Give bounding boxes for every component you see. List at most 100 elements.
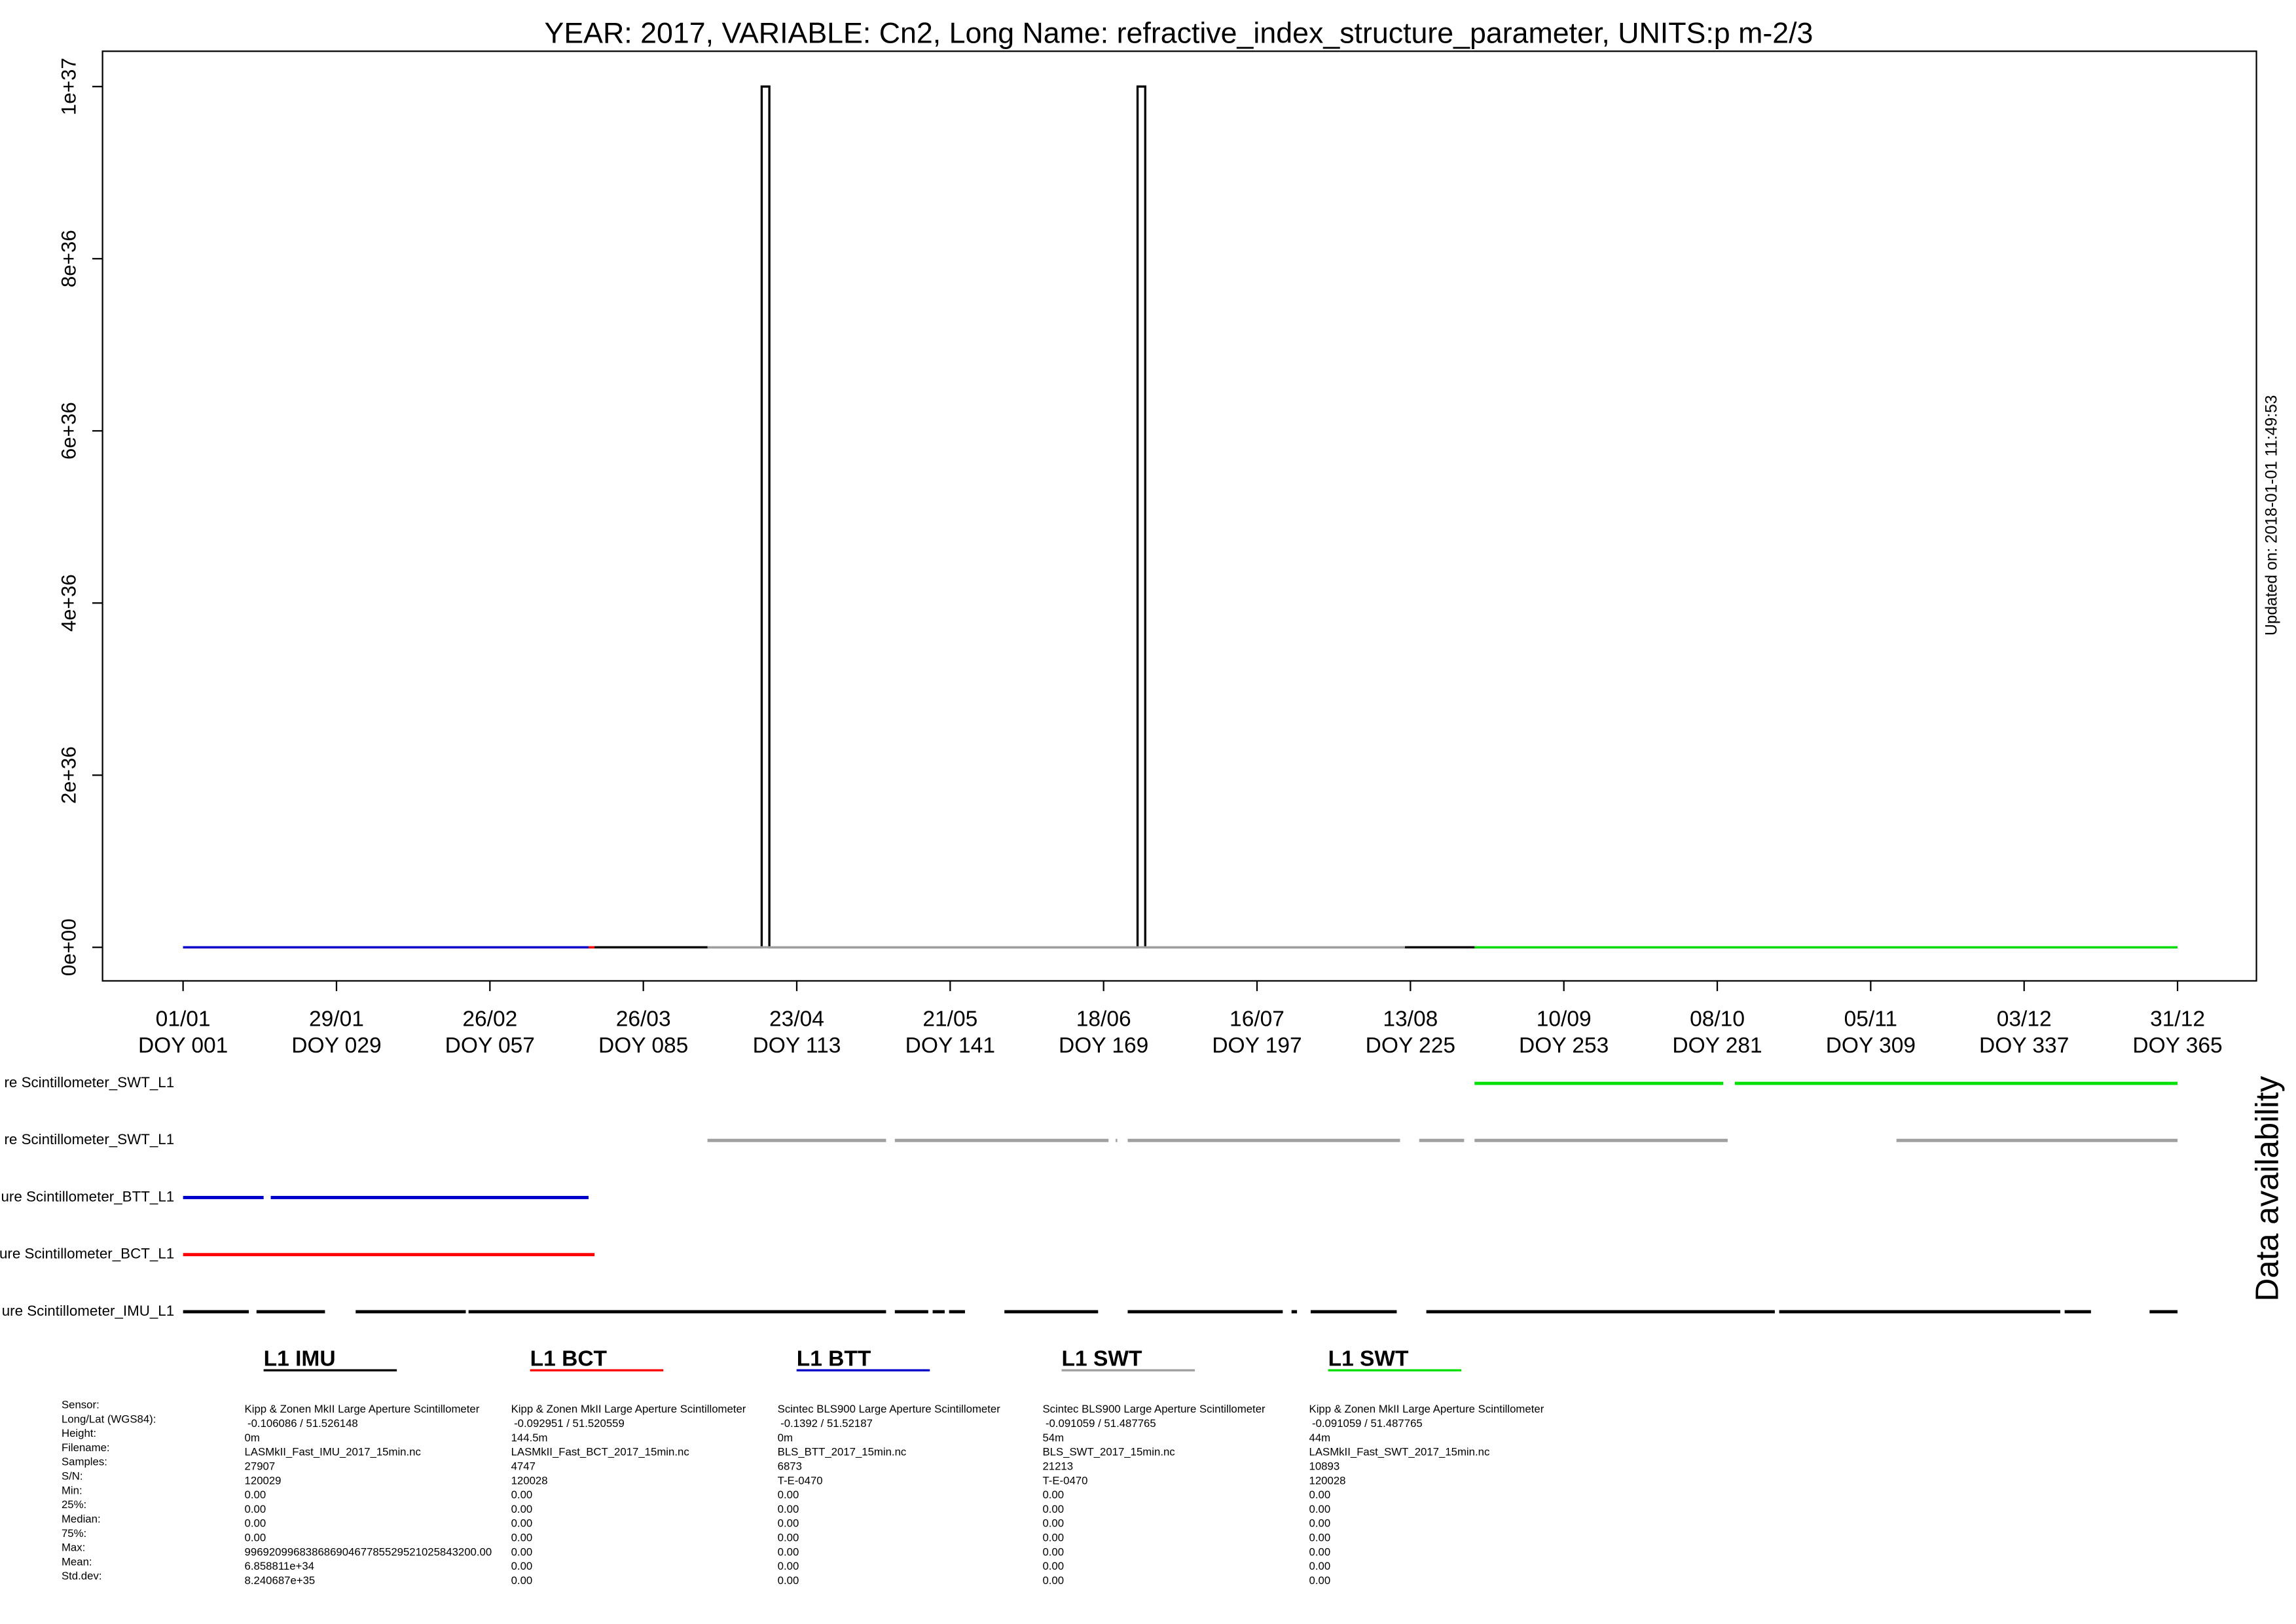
stats-cell: Kipp & Zonen MkII Large Aperture Scintil… xyxy=(511,1403,746,1415)
legend-label: L1 IMU xyxy=(264,1347,336,1371)
x-tick-sublabel: DOY 113 xyxy=(753,1034,841,1058)
stats-cell: 0.00 xyxy=(1309,1545,1331,1558)
x-tick-sublabel: DOY 057 xyxy=(445,1034,535,1058)
stats-cell: 0.00 xyxy=(778,1574,799,1587)
stats-label: Median: xyxy=(62,1513,101,1525)
x-tick-label: 08/10 xyxy=(1690,1007,1745,1032)
stats-label: Std.dev: xyxy=(62,1570,102,1582)
stats-cell: Kipp & Zonen MkII Large Aperture Scintil… xyxy=(1309,1403,1544,1415)
stats-cell: 0.00 xyxy=(1042,1503,1064,1515)
availability-label: ure Scintillometer_IMU_L1 xyxy=(2,1303,174,1319)
stats-cell: 8.240687e+35 xyxy=(245,1574,316,1587)
y-tick-label: 4e+36 xyxy=(58,574,81,632)
x-tick-sublabel: DOY 141 xyxy=(905,1034,995,1058)
stats-cell: 0m xyxy=(245,1432,260,1444)
stats-cell: 99692099683868690467785529521025843200.0… xyxy=(245,1545,492,1558)
stats-cell: LASMkII_Fast_BCT_2017_15min.nc xyxy=(511,1446,689,1458)
stats-cell: 44m xyxy=(1309,1432,1331,1444)
stats-cell: 0.00 xyxy=(245,1517,266,1530)
x-tick-label: 01/01 xyxy=(156,1007,211,1032)
stats-cell: 0.00 xyxy=(778,1545,799,1558)
stats-label: Sensor: xyxy=(62,1399,100,1411)
stats-cell: -0.091059 / 51.487765 xyxy=(1046,1417,1156,1430)
stats-label: 25%: xyxy=(62,1498,86,1511)
stats-cell: 0.00 xyxy=(1042,1560,1064,1572)
x-tick-label: 13/08 xyxy=(1383,1007,1438,1032)
stats-cell: 0.00 xyxy=(511,1503,533,1515)
x-tick-sublabel: DOY 169 xyxy=(1059,1034,1148,1058)
stats-cell: 0.00 xyxy=(1042,1517,1064,1530)
x-tick-sublabel: DOY 225 xyxy=(1366,1034,1455,1058)
stats-cell: 0.00 xyxy=(1042,1545,1064,1558)
stats-cell: 120028 xyxy=(511,1474,548,1487)
x-tick-sublabel: DOY 365 xyxy=(2132,1034,2222,1058)
stats-cell: Scintec BLS900 Large Aperture Scintillom… xyxy=(1042,1403,1266,1415)
stats-cell: 0.00 xyxy=(778,1489,799,1501)
stats-cell: Scintec BLS900 Large Aperture Scintillom… xyxy=(778,1403,1001,1415)
x-tick-sublabel: DOY 001 xyxy=(138,1034,228,1058)
stats-label: Height: xyxy=(62,1427,96,1439)
y-tick-label: 0e+00 xyxy=(58,918,81,976)
x-tick-label: 26/03 xyxy=(616,1007,671,1032)
stats-cell: 0.00 xyxy=(511,1545,533,1558)
stats-cell: 4747 xyxy=(511,1460,536,1472)
stats-cell: LASMkII_Fast_SWT_2017_15min.nc xyxy=(1309,1446,1490,1458)
x-tick-label: 31/12 xyxy=(2150,1007,2205,1032)
stats-label: Long/Lat (WGS84): xyxy=(62,1413,156,1425)
stats-cell: 0.00 xyxy=(778,1531,799,1543)
x-tick-sublabel: DOY 337 xyxy=(1979,1034,2069,1058)
stats-cell: -0.1392 / 51.52187 xyxy=(780,1417,873,1430)
stats-cell: 0.00 xyxy=(511,1560,533,1572)
x-tick-label: 10/09 xyxy=(1537,1007,1592,1032)
y-tick-label: 6e+36 xyxy=(58,402,81,460)
stats-cell: BLS_BTT_2017_15min.nc xyxy=(778,1446,907,1458)
x-tick-label: 23/04 xyxy=(769,1007,824,1032)
stats-cell: 0.00 xyxy=(245,1531,266,1543)
stats-cell: 0.00 xyxy=(511,1574,533,1587)
stats-cell: 0.00 xyxy=(1042,1531,1064,1543)
stats-cell: 6873 xyxy=(778,1460,802,1472)
x-tick-sublabel: DOY 309 xyxy=(1826,1034,1916,1058)
stats-cell: 0.00 xyxy=(1309,1560,1331,1572)
stats-cell: 144.5m xyxy=(511,1432,548,1444)
availability-label: re Scintillometer_SWT_L1 xyxy=(4,1131,174,1147)
availability-label: re Scintillometer_SWT_L1 xyxy=(4,1074,174,1091)
stats-label: S/N: xyxy=(62,1470,83,1483)
stats-cell: 6.858811e+34 xyxy=(245,1560,314,1572)
stats-cell: 21213 xyxy=(1042,1460,1073,1472)
stats-cell: 0.00 xyxy=(1042,1489,1064,1501)
x-tick-label: 03/12 xyxy=(1997,1007,2052,1032)
x-tick-sublabel: DOY 085 xyxy=(598,1034,688,1058)
stats-label: Max: xyxy=(62,1542,85,1554)
stats-cell: 120029 xyxy=(245,1474,282,1487)
stats-cell: 0.00 xyxy=(1309,1503,1331,1515)
stats-cell: BLS_SWT_2017_15min.nc xyxy=(1042,1446,1175,1458)
stats-cell: 120028 xyxy=(1309,1474,1346,1487)
legend-label: L1 SWT xyxy=(1062,1347,1142,1371)
x-tick-label: 05/11 xyxy=(1844,1007,1897,1032)
y-tick-label: 2e+36 xyxy=(58,746,81,804)
stats-cell: -0.092951 / 51.520559 xyxy=(514,1417,625,1430)
updated-note: Updated on: 2018-01-01 11:49:53 xyxy=(2263,395,2281,636)
stats-cell: T-E-0470 xyxy=(778,1474,823,1487)
availability-label: ure Scintillometer_BCT_L1 xyxy=(0,1246,174,1262)
stats-label: Mean: xyxy=(62,1555,92,1568)
stats-label: Samples: xyxy=(62,1456,107,1468)
stats-cell: Kipp & Zonen MkII Large Aperture Scintil… xyxy=(245,1403,480,1415)
stats-cell: LASMkII_Fast_IMU_2017_15min.nc xyxy=(245,1446,421,1458)
stats-cell: -0.091059 / 51.487765 xyxy=(1312,1417,1423,1430)
availability-label: ure Scintillometer_BTT_L1 xyxy=(1,1188,174,1204)
legend-label: L1 BCT xyxy=(530,1347,608,1371)
stats-label: Filename: xyxy=(62,1441,110,1454)
y-tick-label: 8e+36 xyxy=(58,230,81,287)
stats-cell: -0.106086 / 51.526148 xyxy=(247,1417,358,1430)
stats-cell: 0.00 xyxy=(778,1517,799,1530)
stats-cell: 0.00 xyxy=(511,1517,533,1530)
x-tick-sublabel: DOY 253 xyxy=(1519,1034,1609,1058)
x-tick-label: 29/01 xyxy=(309,1007,364,1032)
plot-frame xyxy=(101,50,2257,982)
stats-label: Min: xyxy=(62,1484,82,1496)
